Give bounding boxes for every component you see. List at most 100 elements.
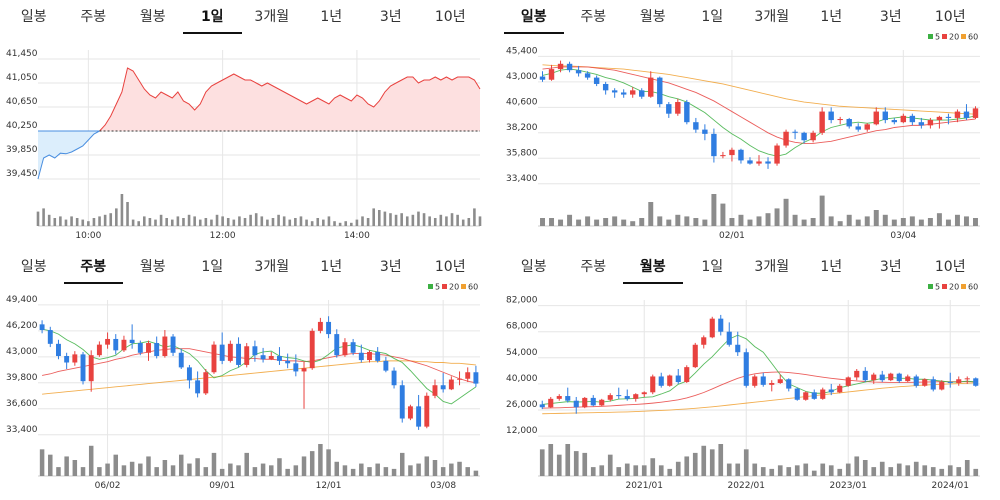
legend-label: 60 [968, 33, 978, 42]
volume-bar [70, 216, 73, 226]
tab-1year[interactable]: 1년 [320, 9, 343, 25]
tab-monthly[interactable]: 월봉 [139, 9, 166, 25]
candle-body [675, 102, 681, 114]
x-tick-label: 09/01 [209, 481, 235, 491]
volume-bar [377, 210, 381, 226]
volume-bar [449, 463, 454, 476]
volume-bar [794, 465, 800, 476]
candle-body [888, 373, 894, 381]
volume-bar [585, 216, 591, 226]
tab-1year[interactable]: 1년 [820, 9, 843, 25]
tab-10year[interactable]: 10년 [434, 9, 466, 25]
tab-weekly[interactable]: 주봉 [63, 252, 123, 284]
candle-body [909, 115, 916, 123]
volume-bar [854, 456, 860, 476]
y-tick-label: 36,600 [6, 399, 38, 409]
y-tick-label: 82,000 [506, 296, 538, 306]
tab-weekly[interactable]: 주봉 [80, 9, 107, 25]
volume-bar [428, 216, 431, 226]
tab-3year[interactable]: 3년 [879, 9, 902, 25]
volume-bar [666, 219, 672, 226]
intraday-chart-panel: 일봉 주봉 월봉 1일 3개월 1년 3년 10년 10:00 12:00 14:00 41,450… [4, 2, 482, 242]
tab-3year[interactable]: 3년 [879, 259, 902, 275]
y-tick-label: 40,000 [506, 374, 538, 384]
volume-bar [936, 213, 942, 226]
candle-body [777, 379, 783, 383]
tab-weekly[interactable]: 주봉 [580, 9, 607, 25]
volume-bar [612, 216, 618, 226]
volume-bar [939, 468, 945, 476]
tab-1day[interactable]: 1일 [201, 259, 224, 275]
volume-bar [338, 222, 342, 226]
candle-body [735, 344, 741, 353]
candle-body [121, 339, 127, 351]
volume-bar [383, 467, 389, 476]
y-tick-label: 54,000 [506, 348, 538, 358]
tab-daily[interactable]: 일봉 [504, 2, 564, 34]
tab-3month[interactable]: 3개월 [754, 259, 790, 275]
tab-10year[interactable]: 10년 [934, 259, 966, 275]
price-line [99, 67, 481, 132]
x-tick-label: 14:00 [344, 231, 370, 241]
tab-3month[interactable]: 3개월 [254, 259, 290, 275]
candle-body [391, 370, 397, 386]
volume-bar [621, 219, 627, 226]
x-tick-label: 03/08 [430, 481, 456, 491]
tab-daily[interactable]: 일봉 [20, 259, 47, 275]
candle-body [882, 111, 888, 121]
candle-body [939, 382, 945, 390]
candle-body [650, 376, 656, 393]
tab-monthly[interactable]: 월봉 [639, 9, 666, 25]
volume-bar [905, 465, 911, 476]
candle-body [709, 318, 715, 338]
candle-body [129, 339, 135, 344]
volume-bar [909, 216, 915, 226]
candle-body [718, 318, 724, 332]
x-tick-label: 2021/01 [626, 481, 663, 491]
tab-1day[interactable]: 1일 [701, 259, 724, 275]
volume-bar [344, 221, 348, 226]
volume-bar [129, 461, 135, 476]
candle-body [72, 354, 78, 363]
volume-bar [846, 214, 852, 226]
tab-monthly[interactable]: 월봉 [623, 252, 683, 284]
tab-3year[interactable]: 3년 [379, 259, 402, 275]
volume-bar [945, 219, 951, 226]
volume-bar [249, 214, 252, 226]
tab-daily[interactable]: 일봉 [520, 259, 547, 275]
tab-10year[interactable]: 10년 [434, 259, 466, 275]
volume-bar [422, 213, 426, 226]
candle-body [432, 385, 438, 396]
tab-monthly[interactable]: 월봉 [139, 259, 166, 275]
volume-bar [702, 219, 708, 226]
volume-bar [711, 194, 717, 226]
candle-body [918, 122, 925, 126]
candle-body [211, 344, 217, 373]
tab-weekly[interactable]: 주봉 [580, 259, 607, 275]
volume-bar [260, 463, 266, 476]
tab-1day[interactable]: 1일 [182, 2, 242, 34]
candle-body [80, 354, 86, 382]
tab-daily[interactable]: 일봉 [20, 9, 47, 25]
volume-bar [567, 214, 573, 226]
volume-bar [783, 198, 789, 226]
volume-bar [743, 449, 749, 476]
volume-bar [159, 214, 163, 226]
volume-bar [424, 456, 430, 476]
volume-bar [810, 218, 816, 226]
volume-bar [845, 463, 851, 476]
tab-10year[interactable]: 10년 [934, 9, 966, 25]
tab-1day[interactable]: 1일 [701, 9, 724, 25]
candle-body [738, 149, 744, 161]
tab-1year[interactable]: 1년 [320, 259, 343, 275]
tab-3month[interactable]: 3개월 [254, 9, 290, 25]
volume-bar [882, 214, 888, 226]
y-tick-label: 39,800 [6, 373, 38, 383]
volume-bar [219, 468, 225, 476]
volume-bar [47, 214, 51, 226]
candle-body [146, 343, 151, 353]
tab-3year[interactable]: 3년 [379, 9, 402, 25]
tab-1year[interactable]: 1년 [820, 259, 843, 275]
tab-3month[interactable]: 3개월 [754, 9, 790, 25]
volume-bar [777, 465, 783, 476]
